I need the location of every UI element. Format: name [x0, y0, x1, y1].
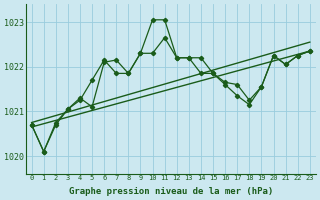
- X-axis label: Graphe pression niveau de la mer (hPa): Graphe pression niveau de la mer (hPa): [68, 187, 273, 196]
